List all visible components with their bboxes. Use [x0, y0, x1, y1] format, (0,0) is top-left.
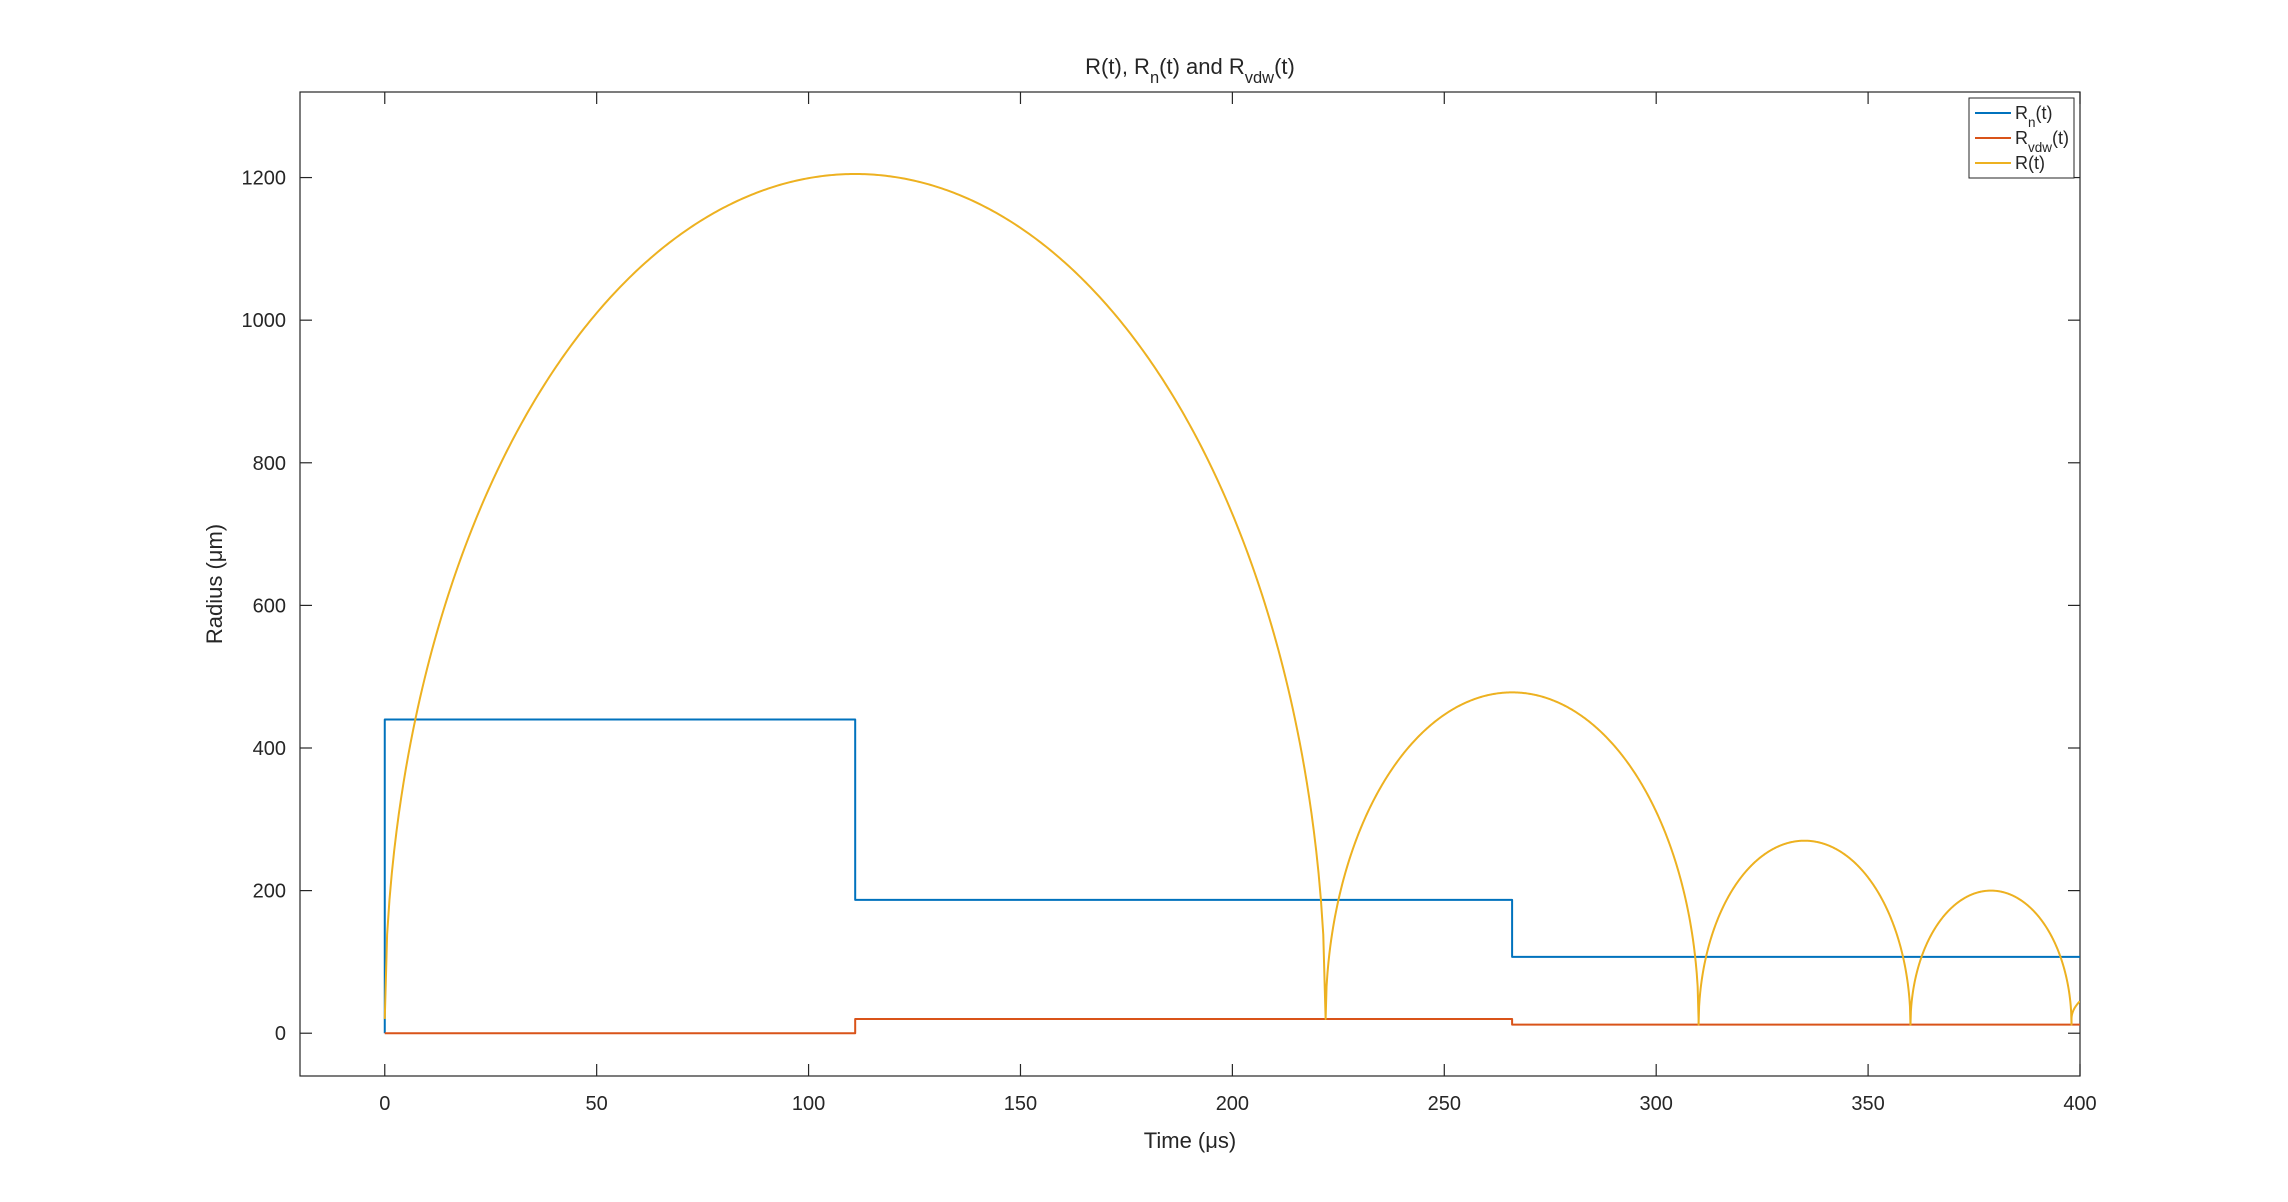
series-line-rn [383, 718, 2080, 1034]
x-tick-label: 300 [1640, 1093, 1673, 1115]
legend: Rn(t)Rvdw(t)R(t) [1968, 97, 2075, 179]
y-tick-label: 1200 [242, 168, 287, 190]
chart-title: R(t), Rn(t) and Rvdw(t) [1085, 54, 1295, 87]
title-part-4: (t) [1274, 54, 1295, 79]
legend-r-part-0: R(t) [2015, 153, 2045, 173]
title-part-2: (t) and R [1159, 54, 1245, 79]
legend-entry-rvdw: Rvdw(t) [2015, 128, 2069, 155]
y-tick-label: 600 [253, 595, 286, 617]
plot-area [299, 91, 2081, 1077]
x-tick-label: 400 [2063, 1093, 2096, 1115]
x-tick-label: 200 [1216, 1093, 1249, 1115]
legend-entry-rn: Rn(t) [2015, 103, 2053, 130]
series-line-rvdw [384, 1017, 2080, 1035]
legend-rn-part-1: n [2028, 115, 2036, 130]
x-tick-label: 150 [1004, 1093, 1037, 1115]
legend-rvdw-part-0: R [2015, 128, 2028, 148]
axes-box [299, 91, 2081, 1077]
y-tick-label: 800 [253, 453, 286, 475]
x-tick-label: 250 [1428, 1093, 1461, 1115]
series-line-r [383, 173, 2080, 1026]
title-part-1: n [1150, 69, 1159, 87]
title-part-0: R(t), R [1085, 54, 1150, 79]
legend-rvdw-part-1: vdw [2028, 140, 2052, 155]
y-tick-labels: 0 200 400 600 800 1000 1200 [242, 168, 287, 1046]
legend-rn-part-0: R [2015, 103, 2028, 123]
legend-rn-part-2: (t) [2036, 103, 2053, 123]
x-tick-label: 0 [379, 1093, 390, 1115]
legend-entry-r: R(t) [2015, 153, 2045, 173]
y-tick-label: 400 [253, 738, 286, 760]
x-axis-label: Time (μs) [1144, 1128, 1237, 1153]
y-tick-label: 200 [253, 881, 286, 903]
x-tick-label: 100 [792, 1093, 825, 1115]
chart-title-text: R(t), Rn(t) and Rvdw(t) [1085, 54, 1295, 87]
y-tick-label: 0 [275, 1023, 286, 1045]
ticks-layer [300, 92, 2081, 1076]
y-tick-label: 1000 [242, 310, 287, 332]
y-axis-label: Radius (μm) [202, 524, 227, 644]
x-tick-label: 50 [586, 1093, 608, 1115]
x-tick-label: 350 [1851, 1093, 1884, 1115]
x-tick-labels: 0 50 100 150 200 250 300 350 400 [379, 1093, 2096, 1115]
title-part-3: vdw [1245, 69, 1274, 87]
legend-rvdw-part-2: (t) [2052, 128, 2069, 148]
series-layer [383, 173, 2080, 1035]
